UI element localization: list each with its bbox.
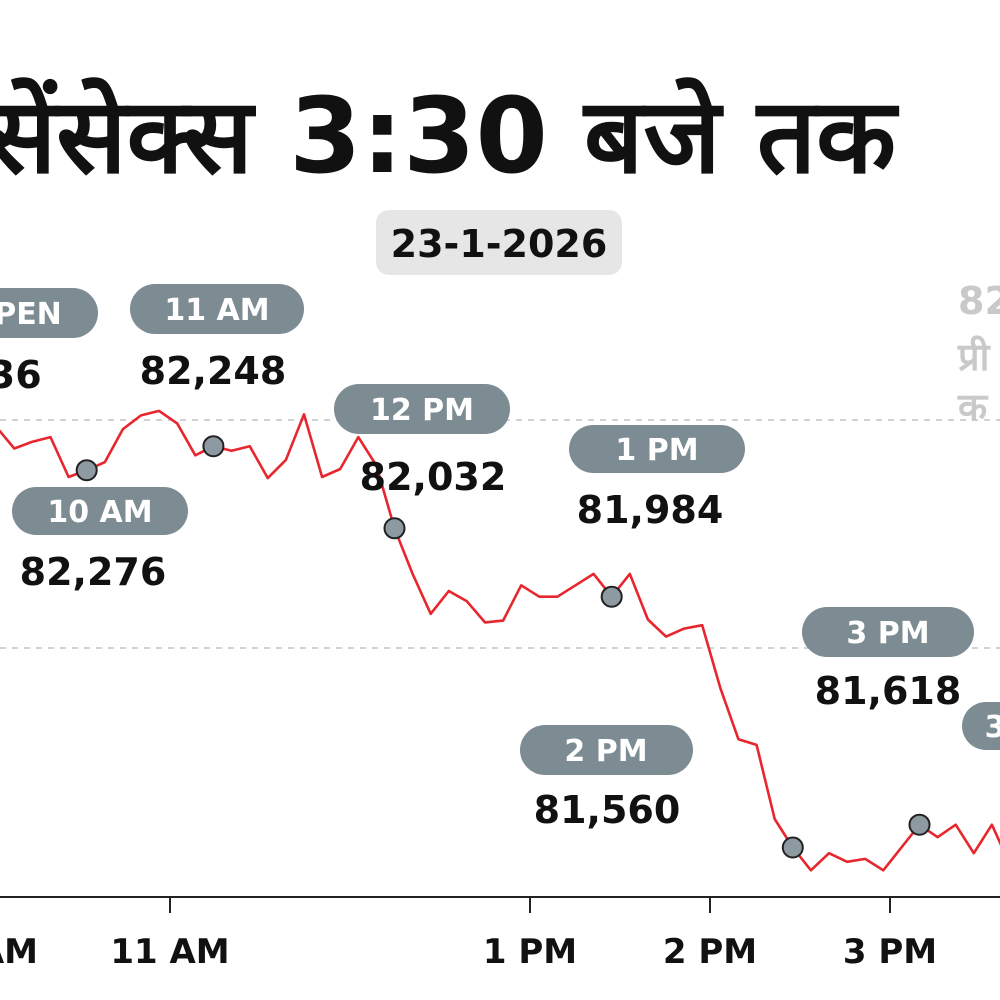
checkpoint-time-label: 11 AM	[164, 293, 269, 328]
checkpoint-pill	[520, 725, 693, 775]
x-tick-label: 11 AM	[110, 932, 229, 972]
x-tick-label: 1 PM	[483, 932, 577, 972]
side-note-value: 82	[958, 279, 1000, 323]
checkpoint-label-group: 12 PM 82,032	[334, 384, 510, 499]
checkpoint-label-group: 3 PM 81,618	[802, 607, 974, 713]
checkpoint-pill	[569, 425, 745, 473]
checkpoint-label-group: 10 AM 82,276	[12, 487, 188, 594]
checkpoint-pill	[802, 607, 974, 657]
checkpoint-marker	[908, 813, 931, 836]
checkpoint-time-label: 3	[985, 710, 1000, 745]
checkpoint-value-label: 82,032	[360, 455, 507, 499]
chart-title: सेंसेक्स 3:30 बजे तक	[0, 75, 900, 197]
checkpoint-pill	[962, 702, 1000, 750]
checkpoint-value-label: 336	[0, 353, 42, 397]
date-badge: 23-1-2026	[376, 210, 622, 275]
checkpoint-label-group: 11 AM 82,248	[130, 284, 304, 393]
series-line-group	[0, 409, 1000, 872]
checkpoint-marker	[75, 459, 98, 482]
checkpoint-time-label: 12 PM	[370, 393, 474, 428]
x-tick-label: 3 PM	[843, 932, 937, 972]
checkpoint-marker	[383, 517, 406, 540]
x-axis-ticks: AM 11 AM 1 PM 2 PM 3 PM	[0, 897, 937, 972]
date-badge-background	[376, 210, 622, 275]
chart-date: 23-1-2026	[391, 222, 608, 266]
checkpoint-time-label: 2 PM	[564, 734, 647, 769]
checkpoint-time-label: 3 PM	[846, 616, 929, 651]
checkpoint-label-group: 1 PM 81,984	[569, 425, 745, 532]
checkpoint-time-label: 1 PM	[615, 433, 698, 468]
checkpoint-label-group: PEN 336	[0, 288, 98, 397]
checkpoint-label-group: 2 PM 81,560	[520, 725, 693, 832]
checkpoint-marker	[202, 435, 225, 458]
checkpoint-pill	[334, 384, 510, 434]
side-note-line-1: प्री	[957, 335, 991, 379]
checkpoint-value-label: 81,560	[534, 788, 681, 832]
checkpoint-pill	[130, 284, 304, 334]
checkpoint-markers	[75, 435, 931, 859]
checkpoint-label-group: 3	[962, 702, 1000, 750]
checkpoint-time-label: PEN	[0, 297, 62, 332]
x-tick-label: 2 PM	[663, 932, 757, 972]
side-note: 82 प्री क	[957, 279, 1000, 429]
checkpoint-pill	[0, 288, 98, 338]
checkpoint-value-label: 81,984	[577, 488, 724, 532]
checkpoint-marker	[600, 585, 623, 608]
checkpoint-marker	[781, 836, 804, 859]
checkpoint-value-label: 82,276	[20, 550, 167, 594]
side-note-line-2: क	[957, 385, 989, 429]
checkpoint-time-label: 10 AM	[47, 495, 152, 530]
x-tick-label: AM	[0, 932, 38, 972]
checkpoint-value-label: 82,248	[140, 349, 287, 393]
sensex-series-line	[0, 409, 1000, 872]
checkpoint-pill	[12, 487, 188, 535]
checkpoint-value-label: 81,618	[815, 669, 962, 713]
